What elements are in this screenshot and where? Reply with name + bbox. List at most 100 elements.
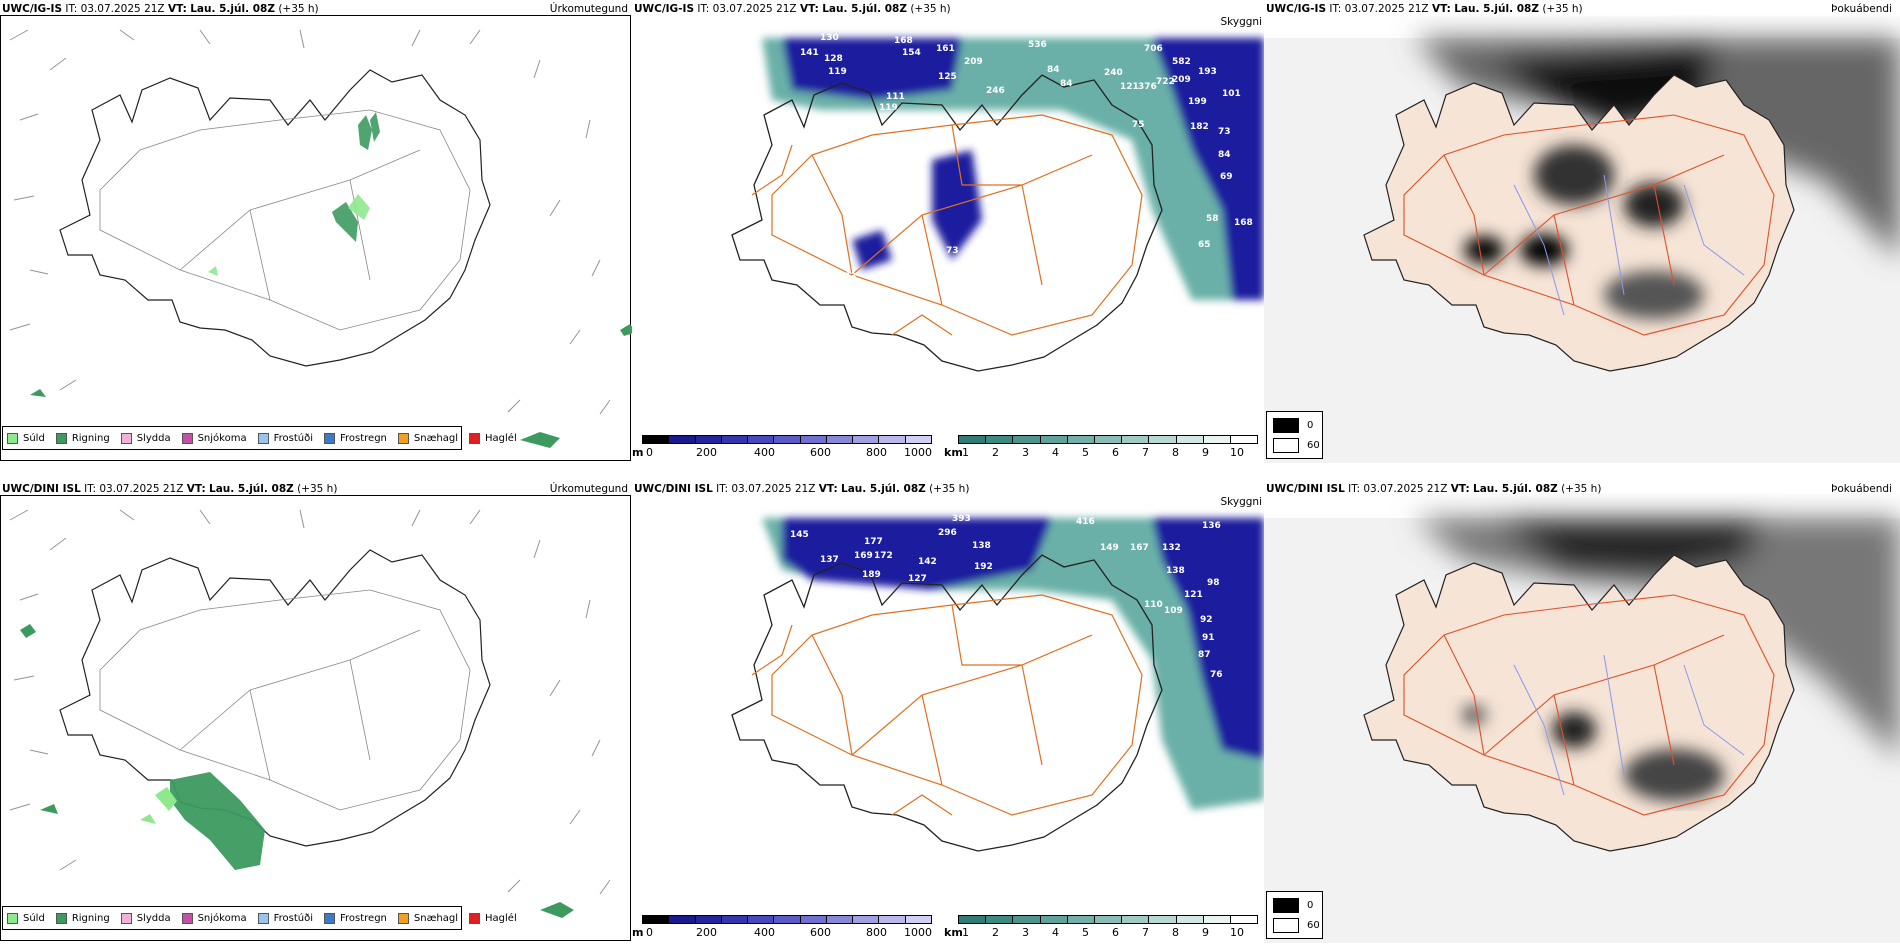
visibility-label: 256: [1092, 756, 1111, 766]
legend-item: Snjókoma: [181, 432, 247, 444]
vt-value: Lau. 5.júl. 08Z: [1473, 483, 1558, 495]
roads: [751, 114, 1143, 336]
fog-patch: [1464, 236, 1504, 264]
ptype-legend: Súld Rigning Slydda Snjókoma Frostúði Fr…: [2, 426, 517, 450]
visibility-label: 121: [1184, 590, 1203, 600]
visibility-map: [731, 518, 1264, 852]
km-tick: 6: [1112, 446, 1119, 459]
visibility-label: 154: [902, 48, 921, 58]
fog-map: [1264, 518, 1900, 943]
vt-label: VT:: [1431, 3, 1451, 15]
legend-item: Súld: [7, 912, 45, 924]
it-value: 03.07.2025 21Z: [1344, 3, 1429, 15]
legend-label: Frostregn: [340, 432, 387, 444]
legend-label: Frostúði: [273, 432, 313, 444]
fog-area: [782, 518, 1264, 760]
height-tick: 400: [754, 446, 775, 459]
height-tick: 0: [646, 446, 653, 459]
legend-swatch: [469, 432, 481, 444]
fog-legend-low: 0: [1307, 420, 1314, 431]
legend-label: Rigning: [71, 912, 110, 924]
vt-value: Lau. 5.júl. 08Z: [1454, 3, 1539, 15]
model-name: UWC/DINI ISL: [1266, 483, 1345, 495]
vt-value: Lau. 5.júl. 08Z: [841, 483, 926, 495]
fog-legend-swatch-high: [1273, 918, 1299, 933]
visibility-label: 65: [990, 197, 1003, 207]
vt-label: VT:: [186, 483, 206, 495]
visibility-label: 121: [1120, 82, 1139, 92]
ptype-panel-top: UWC/IG-IS IT: 03.07.2025 21Z VT: Lau. 5.…: [0, 0, 632, 463]
it-value: 03.07.2025 21Z: [80, 3, 165, 15]
km-tick: 1: [962, 446, 969, 459]
sea-low-visibility: [762, 518, 1264, 810]
visibility-label: 416: [1076, 517, 1095, 527]
legend-label: Snæhagl: [413, 912, 459, 924]
visibility-label: 169: [854, 551, 873, 561]
visibility-label: 69: [1220, 172, 1233, 182]
visibility-label: 161: [936, 44, 955, 54]
visibility-label: 73: [946, 246, 959, 256]
height-tick: 600: [810, 926, 831, 939]
roads: [99, 109, 471, 331]
roads: [99, 589, 471, 811]
visibility-label: 393: [952, 514, 971, 524]
legend-item: Frostregn: [324, 912, 387, 924]
km-tick: 6: [1112, 926, 1119, 939]
height-tick: 0: [646, 926, 653, 939]
visibility-label: 75: [1132, 120, 1145, 130]
lead-time: (+35 h): [910, 3, 951, 15]
roads: [1403, 114, 1775, 336]
rain-area: [332, 112, 380, 242]
height-tick: 200: [696, 446, 717, 459]
km-tick: 9: [1202, 446, 1209, 459]
visibility-label: 582: [1172, 57, 1191, 67]
fog-patch: [1520, 234, 1568, 266]
visibility-label: 302: [840, 590, 859, 600]
legend-swatch: [7, 912, 18, 924]
roads: [1403, 594, 1775, 816]
visibility-label: 376: [1138, 82, 1157, 92]
it-label: IT:: [65, 3, 78, 15]
visibility-label: 189: [862, 570, 881, 580]
legend-label: Slydda: [136, 912, 171, 924]
map-frame: [0, 15, 631, 461]
rivers: [1513, 174, 1745, 316]
coastline: [731, 554, 1163, 852]
visibility-label: 706: [1144, 44, 1163, 54]
fog-legend: 0 60: [1266, 411, 1323, 459]
legend-swatch: [397, 432, 409, 444]
km-tick: 3: [1022, 446, 1029, 459]
lead-time: (+35 h): [929, 483, 970, 495]
visibility-label: 142: [918, 557, 937, 567]
legend-label: Rigning: [71, 432, 110, 444]
legend-swatch: [55, 432, 67, 444]
visibility-label: 296: [938, 528, 957, 538]
legend-item: Frostúði: [257, 432, 313, 444]
visibility-label: 190: [988, 172, 1007, 182]
fog-patch: [1624, 749, 1724, 801]
panel-title: Skyggni: [1220, 16, 1263, 28]
vt-label: VT:: [167, 3, 187, 15]
ptype-legend: Súld Rigning Slydda Snjókoma Frostúði Fr…: [2, 906, 517, 930]
visibility-label: 76: [1210, 670, 1223, 680]
height-colorbar-strip: [642, 435, 932, 444]
height-tick: 200: [696, 926, 717, 939]
legend-label: Frostregn: [340, 912, 387, 924]
visibility-label: 145: [790, 530, 809, 540]
km-tick: 4: [1052, 926, 1059, 939]
ptype-map: [9, 509, 611, 918]
map-frame: [0, 495, 631, 941]
height-tick: 400: [754, 926, 775, 939]
model-name: UWC/DINI ISL: [2, 483, 81, 495]
fog-legend-high: 60: [1307, 920, 1320, 931]
panel-header: UWC/IG-IS IT: 03.07.2025 21Z VT: Lau. 5.…: [634, 3, 951, 15]
legend-item: Súld: [7, 432, 45, 444]
visibility-label: 101: [1222, 89, 1241, 99]
km-tick: 8: [1172, 926, 1179, 939]
km-tick: 9: [1202, 926, 1209, 939]
visibility-label: 177: [864, 537, 883, 547]
fog-legend-low: 0: [1307, 900, 1314, 911]
visibility-label: 53: [844, 272, 857, 282]
it-value: 03.07.2025 21Z: [731, 483, 816, 495]
lead-time: (+35 h): [1542, 3, 1583, 15]
